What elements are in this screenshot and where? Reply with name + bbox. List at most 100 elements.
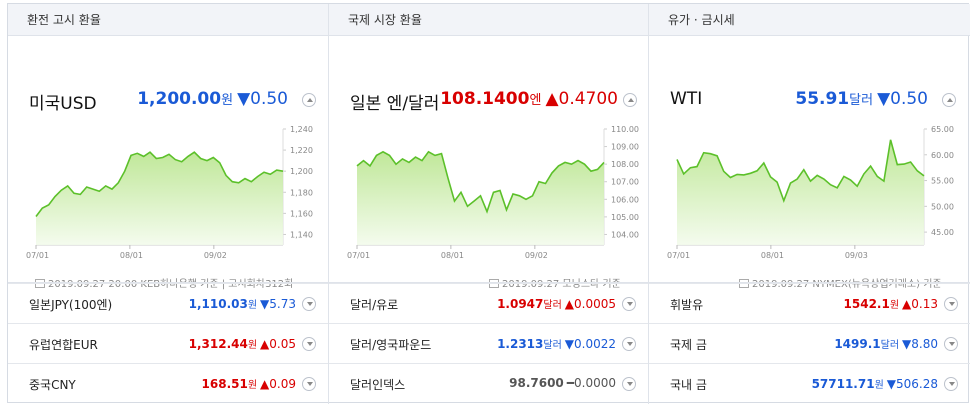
list-item[interactable]: 국제 금 1499.1달러 ▼8.80 [649, 323, 970, 363]
collapse-icon[interactable] [942, 93, 956, 107]
expand-icon[interactable] [302, 297, 316, 311]
item-value: 168.51원 ▲0.09 [202, 376, 296, 391]
y-tick-label: 107.00 [611, 178, 639, 187]
quote-price: 1,200.00원 ▼0.50 [137, 89, 288, 109]
expand-icon[interactable] [302, 377, 316, 391]
divider [329, 282, 648, 283]
price-unit: 엔 [529, 93, 542, 108]
expand-icon[interactable] [622, 297, 636, 311]
item-unit: 달러 [543, 300, 562, 311]
item-number: 1.2313 [497, 337, 544, 351]
x-tick-label: 07/01 [26, 251, 49, 260]
expand-icon[interactable] [622, 377, 636, 391]
item-label: 휘발유 [670, 298, 704, 312]
item-change: ▲0.09 [260, 377, 296, 391]
series-line [356, 150, 605, 214]
column-oil-gold: 유가 · 금시세 WTI 55.91달러 ▼0.50 65.00 60.00 55.0… [648, 4, 970, 404]
price-chart: 110.00 109.00 108.00 107.00 106.00 105.00 104.… [347, 125, 639, 260]
item-change: ▲0.13 [902, 297, 938, 311]
collapse-icon[interactable] [302, 93, 316, 107]
list-item[interactable]: 달러인덱스 98.7600 ━0.0000 [329, 363, 648, 403]
price-chart: 65.00 60.00 55.00 50.00 45.00 07/01 08/01 09/03 [667, 125, 954, 260]
x-tick-label: 09/02 [204, 251, 227, 260]
x-tick-label: 08/01 [441, 251, 464, 260]
list-item[interactable]: 유럽연합EUR 1,312.44원 ▲0.05 [8, 323, 328, 363]
x-tick-label: 07/01 [667, 251, 690, 260]
item-label: 유럽연합EUR [29, 338, 98, 352]
price-change: ▼0.50 [877, 89, 928, 109]
exchange-widget: 환전 고시 환율 미국USD 1,200.00원 ▼0.50 1,240 1,220… [7, 3, 970, 404]
area-fill [36, 152, 283, 245]
item-value: 1,312.44원 ▲0.05 [189, 336, 296, 351]
column-international-rate: 국제 시장 환율 일본 엔/달러 108.1400엔 ▲0.4700 110.00… [328, 4, 648, 404]
y-tick-label: 1,180 [290, 188, 313, 197]
item-value: 57711.71원 ▼506.28 [812, 376, 938, 391]
list-item[interactable]: 달러/영국파운드 1.2313달러 ▼0.0022 [329, 323, 648, 363]
quote-price: 108.1400엔 ▲0.4700 [440, 89, 618, 109]
item-number: 1,312.44 [188, 337, 248, 351]
expand-icon[interactable] [302, 337, 316, 351]
price-value: 108.1400 [440, 89, 530, 109]
item-change: ▼506.28 [886, 377, 938, 391]
x-tick-label: 08/01 [761, 251, 784, 260]
y-tick-label: 110.00 [611, 125, 639, 134]
item-value: 1.2313달러 ▼0.0022 [497, 336, 616, 351]
price-unit: 원 [221, 93, 234, 108]
item-number: 1499.1 [834, 337, 881, 351]
source-text: 2019.09.27 모닝스타 기준 [502, 279, 621, 290]
item-number: 1542.1 [843, 297, 890, 311]
quote-name: 일본 엔/달러 [350, 94, 440, 114]
item-label: 달러/유로 [350, 298, 399, 312]
item-change: ▼0.0022 [564, 337, 616, 351]
y-tick-label: 60.00 [931, 151, 954, 160]
series-line [35, 151, 284, 217]
x-tick-label: 09/02 [525, 251, 548, 260]
item-unit: 달러 [543, 340, 562, 351]
collapse-icon[interactable] [623, 93, 637, 107]
expand-icon[interactable] [622, 337, 636, 351]
list-item[interactable]: 일본JPY(100엔) 1,110.03원 ▼5.73 [8, 283, 328, 323]
expand-icon[interactable] [944, 377, 958, 391]
section-header: 유가 · 금시세 [649, 4, 970, 36]
expand-icon[interactable] [944, 297, 958, 311]
list-item[interactable]: 중국CNY 168.51원 ▲0.09 [8, 363, 328, 403]
section-header: 환전 고시 환율 [8, 4, 328, 36]
column-exchange-rate: 환전 고시 환율 미국USD 1,200.00원 ▼0.50 1,240 1,220… [8, 4, 328, 404]
area-fill [357, 151, 604, 245]
divider [8, 282, 328, 283]
item-label: 달러/영국파운드 [350, 338, 432, 352]
item-number: 98.7600 [509, 376, 564, 390]
item-value: 98.7600 ━0.0000 [509, 376, 616, 390]
list-item[interactable]: 달러/유로 1.0947달러 ▲0.0005 [329, 283, 648, 323]
list-item[interactable]: 국내 금 57711.71원 ▼506.28 [649, 363, 970, 403]
item-unit: 달러 [880, 340, 900, 351]
item-label: 중국CNY [29, 378, 76, 392]
item-unit: 원 [247, 300, 258, 311]
list-item[interactable]: 휘발유 1542.1원 ▲0.13 [649, 283, 970, 323]
item-change: ▼8.80 [902, 337, 938, 351]
series-line [676, 139, 925, 204]
y-tick-label: 1,160 [290, 209, 313, 218]
quote-price: 55.91달러 ▼0.50 [795, 89, 928, 109]
y-tick-label: 1,220 [290, 146, 313, 155]
x-tick-label: 08/01 [120, 251, 143, 260]
quote-name: 미국USD [29, 94, 97, 114]
y-tick-label: 108.00 [611, 160, 639, 169]
x-tick-label: 09/03 [845, 251, 868, 260]
item-unit: 원 [247, 380, 258, 391]
x-tick-label: 07/01 [347, 251, 370, 260]
item-change: ━0.0000 [566, 376, 616, 390]
y-tick-label: 1,140 [290, 230, 313, 239]
item-unit: 원 [874, 380, 884, 391]
item-value: 1542.1원 ▲0.13 [844, 296, 938, 311]
expand-icon[interactable] [944, 337, 958, 351]
y-tick-label: 50.00 [931, 202, 954, 211]
y-tick-label: 105.00 [611, 213, 639, 222]
item-value: 1,110.03원 ▼5.73 [189, 296, 296, 311]
y-tick-label: 55.00 [931, 177, 954, 186]
item-number: 168.51 [201, 377, 248, 391]
price-change: ▼0.50 [237, 89, 288, 109]
item-unit: 원 [247, 340, 258, 351]
source-text: 2019.09.27 NYMEX(뉴욕상업거래소) 기준 [752, 279, 942, 290]
item-value: 1.0947달러 ▲0.0005 [497, 296, 616, 311]
